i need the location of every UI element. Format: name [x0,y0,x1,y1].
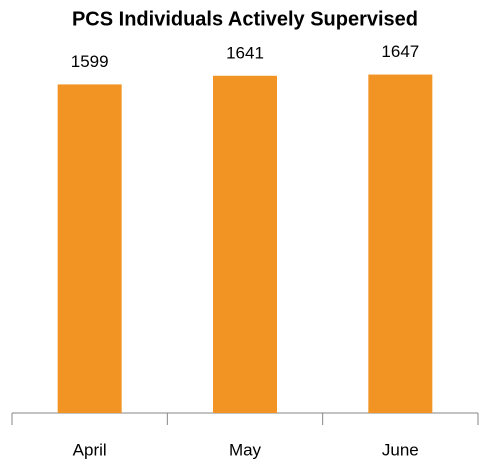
data-label: 1641 [226,43,264,62]
data-label: 1647 [381,42,419,61]
chart-title: PCS Individuals Actively Supervised [72,8,418,30]
x-tick-label: May [229,440,262,459]
bar [213,75,277,413]
data-label: 1599 [71,52,109,71]
bar [57,84,122,413]
x-tick-label: June [382,440,419,459]
x-tick-label: April [73,440,107,459]
bar [368,74,433,413]
